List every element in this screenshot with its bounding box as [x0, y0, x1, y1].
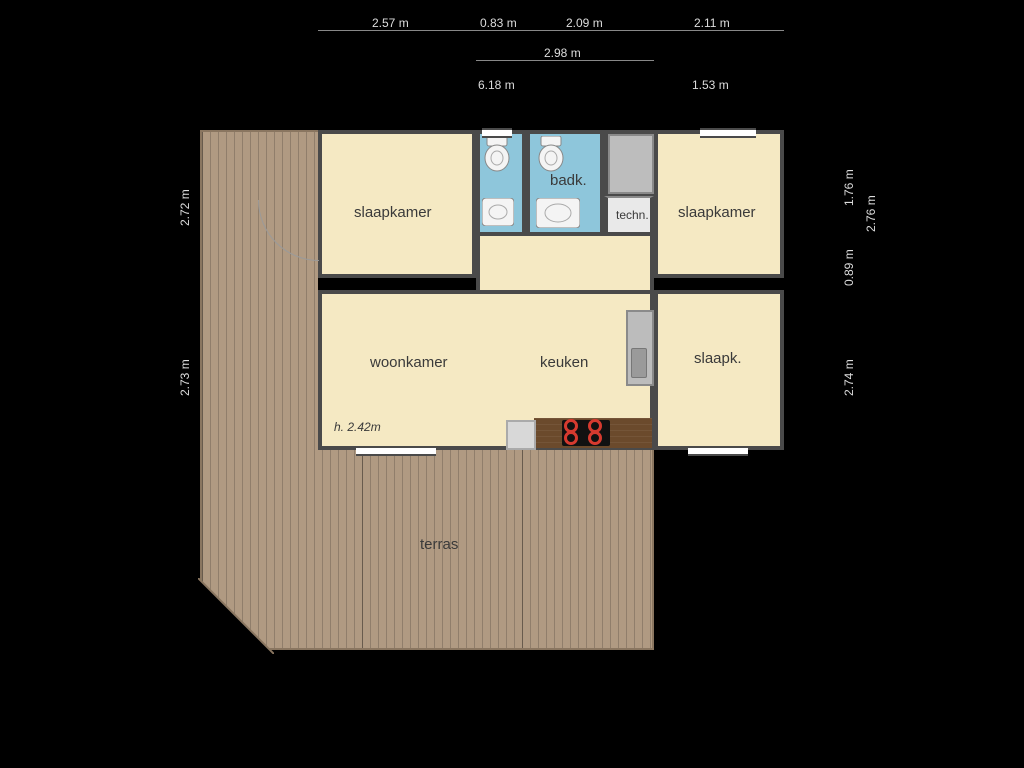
room-techn-label: techn.: [616, 208, 649, 222]
hallway: [476, 236, 654, 290]
kitchen-appliance: [506, 420, 536, 450]
dim-top2: 0.83 m: [480, 16, 517, 30]
room-living-label: woonkamer: [370, 354, 448, 371]
room-slaapkamer-1: slaapkamer: [318, 130, 476, 278]
dim-top3: 2.09 m: [566, 16, 603, 30]
dim-top-row3a: 6.18 m: [478, 78, 515, 92]
dim-track-top-row2: [476, 60, 654, 61]
terrace-corner-cut: [198, 578, 274, 654]
room-techn: techn.: [604, 196, 654, 236]
toilet-fixture-2: [536, 136, 566, 172]
kitchen-sink: [626, 310, 654, 386]
room-slaapk-3: slaapk.: [654, 290, 784, 450]
dim-right3: 0.89 m: [842, 249, 856, 286]
dim-track-top1: [318, 30, 476, 31]
kitchen-hob: [562, 420, 610, 446]
window-bottom-1: [356, 446, 436, 456]
room-bathroom-label: badk.: [550, 172, 587, 189]
toilet-fixture-1: [482, 136, 512, 172]
room-slaapk-3-label: slaapk.: [694, 350, 742, 367]
dim-top4: 2.11 m: [694, 16, 730, 30]
dim-top-row3b: 1.53 m: [692, 78, 729, 92]
room-height-label: h. 2.42m: [334, 420, 381, 434]
dim-top-row2a: 2.98 m: [544, 46, 581, 60]
shower-tray: [608, 134, 654, 194]
dim-track-top4: [654, 30, 784, 31]
room-slaapkamer-2: slaapkamer: [654, 130, 784, 278]
dim-left2: 2.73 m: [178, 359, 192, 396]
floorplan-stage: terras slaapkamer badk. d. techn. slaapk…: [0, 0, 1024, 768]
room-kitchen-label: keuken: [540, 354, 588, 371]
dim-right4: 2.74 m: [842, 359, 856, 396]
window-bottom-2: [688, 446, 748, 456]
window-top-1: [482, 128, 512, 138]
dim-left1: 2.72 m: [178, 189, 192, 226]
terrace-label: terras: [420, 536, 458, 553]
washbasin-1: [482, 198, 514, 231]
window-top-2: [700, 128, 756, 138]
dim-track-top3: [526, 30, 654, 31]
room-slaapkamer-2-label: slaapkamer: [678, 204, 756, 221]
dim-track-top2: [476, 30, 526, 31]
dim-right1: 1.76 m: [842, 169, 856, 206]
dim-right2: 2.76 m: [864, 195, 878, 232]
room-slaapkamer-1-label: slaapkamer: [354, 204, 432, 221]
dim-top1: 2.57 m: [372, 16, 409, 30]
washbasin-2: [536, 198, 580, 233]
